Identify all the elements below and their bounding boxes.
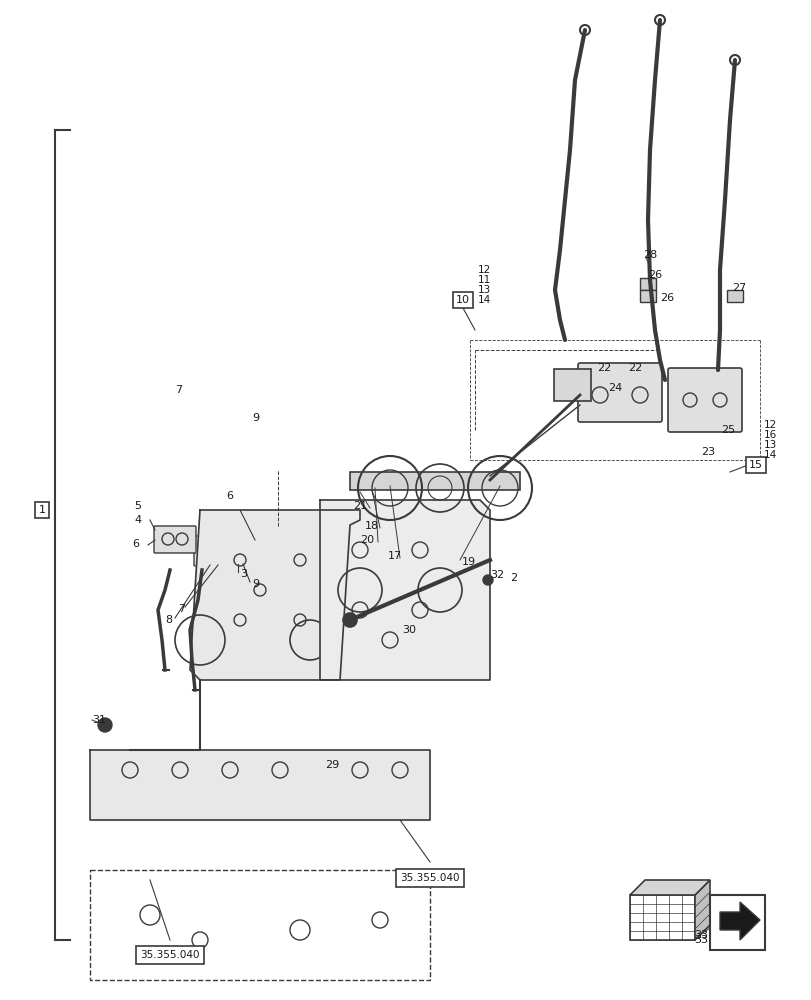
FancyBboxPatch shape <box>577 363 661 422</box>
Polygon shape <box>694 880 709 940</box>
FancyBboxPatch shape <box>254 526 301 553</box>
Text: 7: 7 <box>175 385 182 395</box>
Circle shape <box>342 613 357 627</box>
Text: 23: 23 <box>700 447 714 457</box>
Text: 31: 31 <box>92 715 106 725</box>
Polygon shape <box>629 880 709 895</box>
Text: 10: 10 <box>456 295 470 305</box>
Text: 27: 27 <box>731 283 745 293</box>
FancyBboxPatch shape <box>553 369 590 401</box>
Text: 7: 7 <box>178 604 185 614</box>
Text: 33: 33 <box>693 930 707 940</box>
FancyBboxPatch shape <box>154 526 195 553</box>
Text: 26: 26 <box>647 270 661 280</box>
Text: 24: 24 <box>607 383 621 393</box>
Polygon shape <box>90 750 430 820</box>
Polygon shape <box>639 278 655 290</box>
Text: 15: 15 <box>748 460 762 470</box>
Text: 33: 33 <box>693 935 707 945</box>
Text: 4: 4 <box>134 515 141 525</box>
Text: 20: 20 <box>359 535 374 545</box>
Polygon shape <box>726 290 742 302</box>
Text: 12: 12 <box>763 420 776 430</box>
Text: 9: 9 <box>251 413 259 423</box>
Text: 22: 22 <box>627 363 642 373</box>
Text: 35.355.040: 35.355.040 <box>140 950 200 960</box>
Text: 13: 13 <box>478 285 491 295</box>
Text: 1: 1 <box>38 505 45 515</box>
Text: 6: 6 <box>225 491 233 501</box>
Text: 28: 28 <box>642 250 656 260</box>
Text: 21: 21 <box>353 501 367 511</box>
Polygon shape <box>190 510 359 680</box>
Bar <box>709 895 764 950</box>
Text: 8: 8 <box>165 615 172 625</box>
Text: 2: 2 <box>509 573 517 583</box>
Text: 14: 14 <box>763 450 776 460</box>
Bar <box>629 895 694 940</box>
Circle shape <box>483 575 492 585</box>
Polygon shape <box>320 500 489 680</box>
Text: 18: 18 <box>365 521 379 531</box>
Text: 6: 6 <box>132 539 139 549</box>
Text: 29: 29 <box>324 760 339 770</box>
Text: 12: 12 <box>478 265 491 275</box>
Text: 26: 26 <box>659 293 673 303</box>
Text: 32: 32 <box>489 570 504 580</box>
Bar <box>350 472 519 490</box>
Text: 5: 5 <box>134 501 141 511</box>
Text: 3: 3 <box>240 569 247 579</box>
Text: 13: 13 <box>763 440 776 450</box>
Text: 35.355.040: 35.355.040 <box>400 873 459 883</box>
FancyBboxPatch shape <box>194 536 241 566</box>
Text: 9: 9 <box>251 579 259 589</box>
Circle shape <box>206 559 214 567</box>
Text: 19: 19 <box>461 557 475 567</box>
Text: 14: 14 <box>478 295 491 305</box>
FancyBboxPatch shape <box>225 548 245 562</box>
Text: 25: 25 <box>720 425 734 435</box>
Polygon shape <box>719 902 759 940</box>
FancyBboxPatch shape <box>667 368 741 432</box>
Text: 16: 16 <box>763 430 776 440</box>
Circle shape <box>238 559 246 567</box>
Polygon shape <box>639 290 655 302</box>
Text: 11: 11 <box>478 275 491 285</box>
Circle shape <box>98 718 112 732</box>
Text: 22: 22 <box>596 363 611 373</box>
Text: 30: 30 <box>401 625 415 635</box>
Text: 17: 17 <box>388 551 401 561</box>
